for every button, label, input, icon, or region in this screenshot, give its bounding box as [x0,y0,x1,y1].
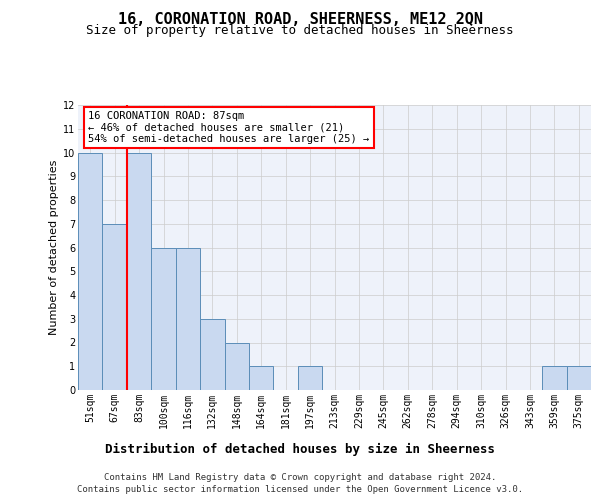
Bar [249,366,274,390]
Text: 16 CORONATION ROAD: 87sqm
← 46% of detached houses are smaller (21)
54% of semi-: 16 CORONATION ROAD: 87sqm ← 46% of detac… [88,110,370,144]
Text: Size of property relative to detached houses in Sheerness: Size of property relative to detached ho… [86,24,514,37]
Bar [224,342,249,390]
Bar [127,152,151,390]
Bar [151,248,176,390]
Text: Contains HM Land Registry data © Crown copyright and database right 2024.: Contains HM Land Registry data © Crown c… [104,472,496,482]
Bar [200,319,224,390]
Text: Contains public sector information licensed under the Open Government Licence v3: Contains public sector information licen… [77,485,523,494]
Bar [298,366,322,390]
Bar [542,366,566,390]
Y-axis label: Number of detached properties: Number of detached properties [49,160,59,335]
Bar [176,248,200,390]
Bar [566,366,591,390]
Text: 16, CORONATION ROAD, SHEERNESS, ME12 2QN: 16, CORONATION ROAD, SHEERNESS, ME12 2QN [118,12,482,28]
Bar [103,224,127,390]
Text: Distribution of detached houses by size in Sheerness: Distribution of detached houses by size … [105,442,495,456]
Bar [78,152,103,390]
